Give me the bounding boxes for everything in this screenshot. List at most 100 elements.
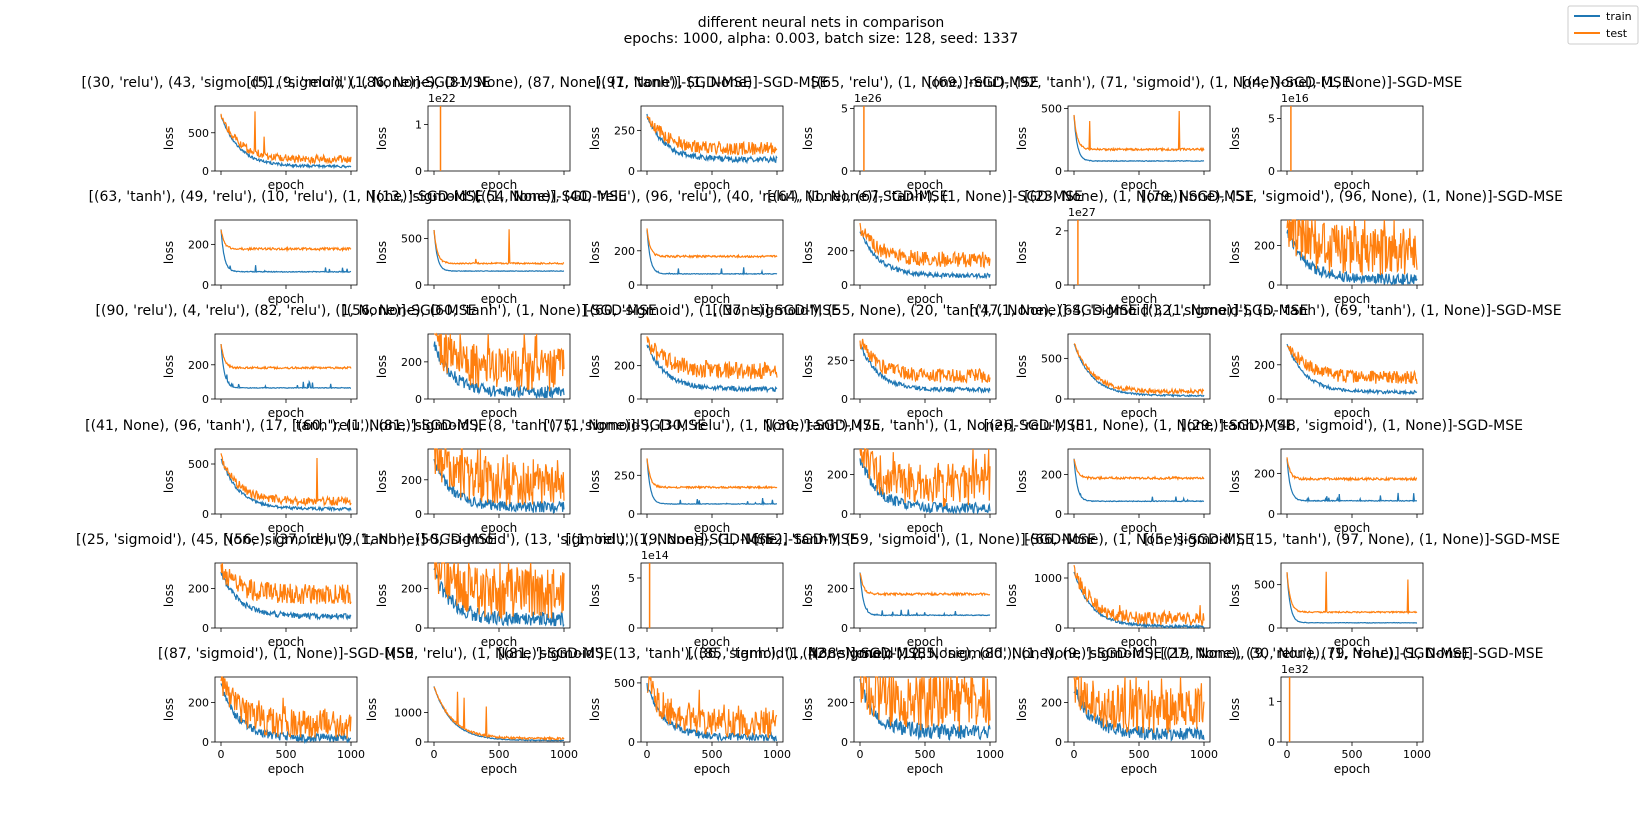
series-train-line (220, 571, 352, 621)
x-axis-label: epoch (694, 521, 731, 535)
subplot-32: [(59, 'relu'), (1, None)]-SGD-MSE 0 1000 lo… (365, 646, 613, 776)
y-axis-label: loss (588, 355, 602, 378)
y-tick-label: 200 (188, 359, 209, 372)
y-offset-label: 1e27 (1068, 206, 1096, 219)
y-tick-label: 0 (415, 508, 422, 521)
subplot-frame (1280, 105, 1424, 172)
subplot-title: [(52, 'tanh'), (59, 'sigmoid'), (1, None… (754, 532, 1096, 548)
y-axis-label: loss (588, 698, 602, 721)
x-axis-label: epoch (1334, 406, 1371, 420)
x-axis-label: epoch (907, 178, 944, 192)
x-tick-label: 0 (218, 748, 225, 761)
legend-train-label: train (1606, 10, 1632, 23)
y-tick-label: 0 (628, 393, 635, 406)
series-train-line (1286, 458, 1417, 504)
subplot-frame (1280, 448, 1424, 515)
y-tick-label: 500 (1254, 579, 1275, 592)
x-axis-label: epoch (694, 178, 731, 192)
x-axis-label: epoch (1121, 635, 1158, 649)
subplot-frame (427, 676, 571, 743)
y-tick-label: 0 (415, 165, 422, 178)
series-test-line (434, 332, 565, 392)
subplot-title: [(30, 'tanh'), (75, 'tanh'), (1, None)]-… (766, 418, 1085, 434)
series-train-line (859, 572, 991, 618)
subplot-title: [(51, 'sigmoid'), (86, None), (81, None)… (246, 75, 751, 91)
y-tick-label: 5 (841, 103, 848, 116)
subplot-title: [(79, None), (51, 'sigmoid'), (96, None)… (1141, 189, 1563, 205)
y-tick-label: 200 (1041, 697, 1062, 710)
series-test-line (433, 229, 565, 266)
subplot-frame (214, 219, 358, 286)
y-axis-label: loss (1015, 470, 1029, 493)
y-axis-label: loss (162, 698, 176, 721)
y-tick-label: 200 (827, 583, 848, 596)
series-test-line (434, 448, 565, 506)
subplot-title: [(25, 'sigmoid'), (45, None), (37, 'relu… (76, 532, 496, 548)
subplot-title: [(4, None), (1, None)]-SGD-MSE (1242, 75, 1463, 91)
y-tick-label: 200 (188, 697, 209, 710)
subplot-19: [(41, None), (96, 'tanh'), (17, 'tanh'),… (85, 418, 487, 535)
series-train-line (433, 458, 565, 514)
y-tick-label: 200 (401, 583, 422, 596)
y-tick-label: 200 (614, 360, 635, 373)
subplot-15: [(60, 'sigmoid'), (1, None)]-SGD-MSE 0 200… (584, 303, 840, 420)
y-axis-label: loss (1015, 127, 1029, 150)
subplot-frame (1067, 448, 1211, 515)
y-axis-label: loss (375, 470, 389, 493)
x-axis-label: epoch (268, 406, 305, 420)
series-train-line (1286, 572, 1418, 624)
subplot-title: [(29, 'tanh'), (48, 'sigmoid'), (1, None… (1181, 418, 1523, 434)
subplot-title: [(60, 'sigmoid'), (1, None)]-SGD-MSE (584, 303, 840, 319)
subplot-frame (1280, 333, 1424, 400)
series-train-line (859, 230, 991, 280)
series-test-line (646, 336, 778, 380)
y-tick-label: 0 (628, 165, 635, 178)
y-axis-label: loss (801, 698, 815, 721)
series-train-line (1073, 686, 1205, 742)
subplot-frame (214, 676, 358, 743)
y-tick-label: 0 (202, 279, 209, 292)
subplot-31: [(87, 'sigmoid'), (1, None)]-SGD-MSE 0 200… (158, 646, 414, 776)
y-tick-label: 0 (202, 165, 209, 178)
subplot-frame (427, 105, 571, 172)
subplot-title: [(36, 'sigmoid'), (42, 'sigmoid'), (85, … (688, 646, 1162, 662)
y-tick-label: 500 (1041, 103, 1062, 116)
series-test-line (1073, 676, 1205, 734)
y-tick-label: 1 (1268, 695, 1275, 708)
y-offset-label: 1e32 (1281, 663, 1309, 676)
subplot-26: [(56, 'sigmoid'), (9, 'tanh'), (50, 'sig… (223, 532, 775, 649)
x-axis-label: epoch (694, 635, 731, 649)
subplot-title: [(97, 'tanh'), (1, None)]-SGD-MSE (596, 75, 829, 91)
y-tick-label: 0 (841, 165, 848, 178)
x-axis-label: epoch (481, 406, 518, 420)
x-axis-label: epoch (907, 521, 944, 535)
subplot-title: [(63, 'tanh'), (49, 'relu'), (10, 'relu'… (89, 189, 484, 205)
series-test-line (860, 676, 991, 732)
series-train-line (646, 344, 778, 394)
y-axis-label: loss (801, 470, 815, 493)
y-axis-label: loss (588, 127, 602, 150)
series-train-line (1286, 229, 1418, 286)
y-tick-label: 0 (415, 279, 422, 292)
y-tick-label: 0 (1055, 508, 1062, 521)
series-train-line (859, 678, 991, 741)
x-axis-label: epoch (268, 292, 305, 306)
series-test-line (434, 562, 565, 619)
y-tick-label: 0 (415, 736, 422, 749)
subplot-22: [(30, 'tanh'), (75, 'tanh'), (1, None)]-… (766, 418, 1085, 535)
x-tick-label: 1000 (763, 748, 791, 761)
y-axis-label: loss (588, 470, 602, 493)
y-axis-label: loss (1228, 698, 1242, 721)
series-test-line (220, 562, 352, 605)
subplot-23: [(26, 'relu'), (81, None), (1, None)]-SG… (984, 418, 1295, 535)
x-axis-label: epoch (694, 762, 731, 776)
series-test-line (859, 448, 991, 507)
series-test-line (646, 115, 778, 156)
series-test-line (220, 111, 352, 166)
y-axis-label: loss (1015, 241, 1029, 264)
y-axis-label: loss (1015, 355, 1029, 378)
subplot-title: [(75, 'sigmoid'), (30, 'relu'), (1, None… (544, 418, 881, 434)
y-tick-label: 0 (841, 279, 848, 292)
y-tick-label: 0 (415, 622, 422, 635)
subplot-title: [(65, 'relu'), (1, None)]-SGD-MSE (811, 75, 1039, 91)
